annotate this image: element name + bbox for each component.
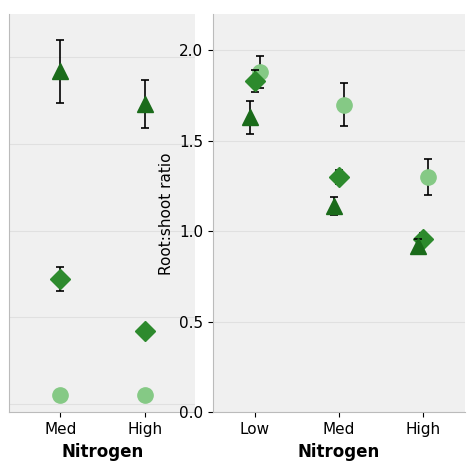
X-axis label: Nitrogen: Nitrogen (298, 443, 380, 461)
Y-axis label: Root:shoot ratio: Root:shoot ratio (158, 152, 173, 274)
X-axis label: Nitrogen: Nitrogen (61, 443, 144, 461)
Text: B: B (168, 0, 181, 2)
